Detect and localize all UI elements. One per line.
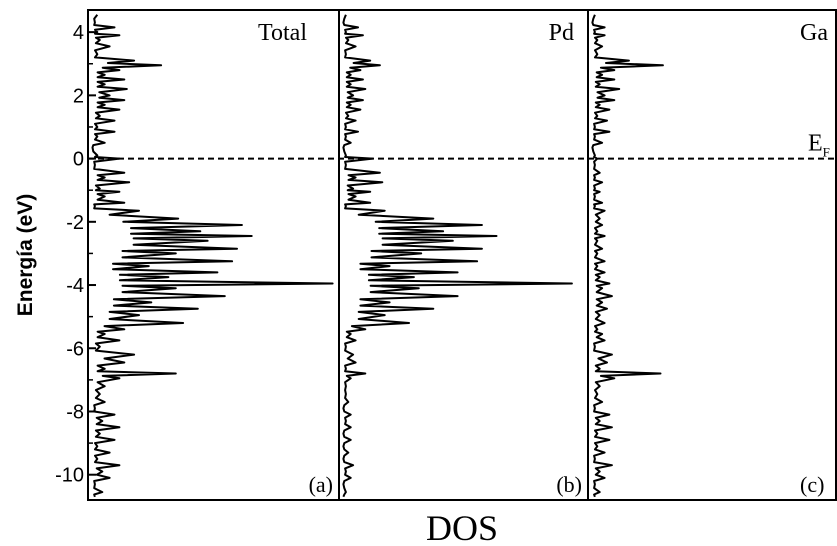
- y-tick-label: -4: [66, 275, 84, 297]
- y-tick-label: 2: [73, 85, 84, 107]
- panel-frame: [338, 9, 589, 501]
- panel-tag: (b): [556, 472, 582, 497]
- panel-frame: [87, 9, 340, 501]
- y-tick-label: -6: [66, 338, 84, 360]
- fermi-level-label: EF: [808, 131, 830, 160]
- x-axis-label: DOS: [426, 508, 498, 546]
- panel-title: Total: [258, 20, 307, 46]
- panel-tag: (c): [800, 472, 824, 497]
- y-axis: 4 2 0 -2 -4 -6 -8 -10: [55, 22, 96, 487]
- y-tick-label: -10: [55, 465, 84, 487]
- dos-curve-total: [91, 14, 334, 498]
- dos-curve-pd: [342, 14, 573, 498]
- panel-total: Total (a): [87, 9, 340, 501]
- panel-pd: Pd (b): [338, 9, 589, 501]
- panel-frame: [587, 9, 837, 501]
- panel-title: Ga: [800, 20, 828, 46]
- y-tick-label: -8: [66, 401, 84, 423]
- panel-title: Pd: [549, 20, 574, 46]
- y-axis-label: Energía (eV): [14, 194, 37, 317]
- y-tick-label: -2: [66, 212, 84, 234]
- panel-ga: Ga (c): [587, 9, 837, 501]
- y-tick-label: 0: [73, 149, 84, 171]
- dos-curve-ga: [591, 14, 664, 498]
- panels: Total (a) Pd (b) Ga (c): [87, 9, 837, 501]
- y-tick-label: 4: [73, 22, 84, 44]
- panel-tag: (a): [309, 472, 333, 497]
